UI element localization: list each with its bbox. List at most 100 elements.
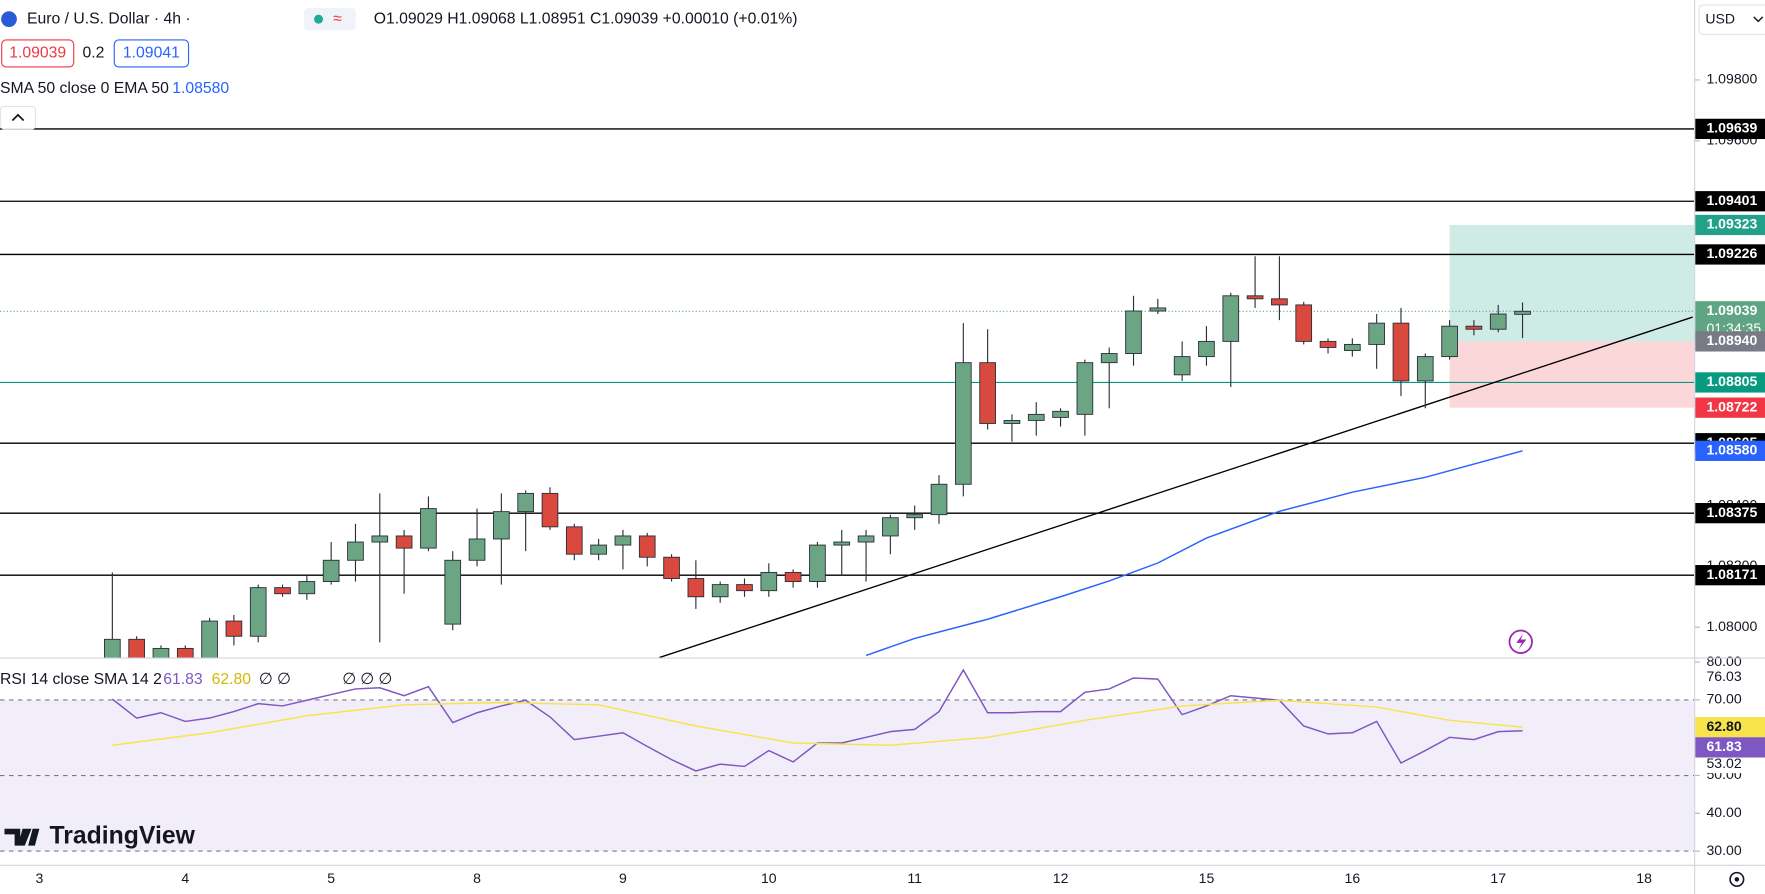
rsi-tag: 61.83 [1706,738,1741,754]
candle-body [687,578,705,598]
candle-body [176,647,194,658]
collapse-button[interactable] [0,105,37,130]
position-profit-zone [1449,224,1695,342]
candle-body [906,514,924,519]
time-tick-label: 5 [327,870,335,886]
candle-body [1489,313,1507,330]
candle-body [1027,413,1045,421]
currency[interactable]: USD [1705,10,1735,26]
candle-body [1149,307,1167,312]
time-tick-label: 16 [1345,870,1361,886]
rsi-sma-tag-bg [1695,716,1765,738]
rsi-tick-label: 30.00 [1706,842,1741,858]
candle-body [1222,295,1240,342]
candle-body [1271,298,1288,306]
candle-body [1076,362,1094,415]
ohlc-legend: O1.09029 H1.09068 L1.08951 C1.09039 +0.0… [374,10,798,27]
position-loss-zone [1449,341,1695,408]
candle-body [1246,295,1264,300]
rsi-extra-a: ∅ ∅ [259,671,291,688]
ema-legend-value: 1.08580 [172,80,229,97]
candle-body [1052,410,1069,418]
support-tag: 1.08805 [1706,373,1757,389]
level-tag-bg [1695,503,1765,524]
rsi-pane [0,668,1695,852]
rsi-legend-value: 61.83 [163,671,203,688]
currency-button[interactable] [1698,4,1765,35]
candle-body [1344,343,1361,351]
bid-price[interactable]: 1.09039 [9,45,66,62]
rsi-max-label: 76.03 [1706,668,1741,684]
candle-body [1173,356,1191,376]
price-tick-label: 1.09800 [1706,71,1757,87]
candle-body [760,571,778,592]
rsi-tick-label: 70.00 [1706,691,1741,707]
stop-tag: 1.08722 [1706,398,1757,414]
candle-body [420,508,437,549]
ema-tag: 1.08580 [1706,442,1757,458]
rsi-min-label: 53.02 [1706,755,1741,771]
candle-body [1416,356,1434,382]
candle-body [371,535,389,543]
candle-body [468,538,486,561]
candle-body [833,541,851,546]
candle-body [322,559,340,583]
candle-body [954,362,972,485]
candle-body [201,620,218,658]
candle-body [565,526,583,555]
candle-body [663,556,680,579]
time-tick-label: 17 [1490,870,1506,886]
candle-body [298,581,316,595]
rsi-max-bg [1695,668,1765,687]
current-tag: 1.09039 [1706,302,1757,318]
alert-bolt [1516,633,1527,650]
rsi-sma-line [112,699,1523,746]
brand-logo [4,828,40,846]
candle-body [1198,340,1215,358]
level-tag: 1.08375 [1706,504,1757,520]
target-tag: 1.09323 [1706,216,1757,232]
settings-icon[interactable] [1729,871,1745,887]
candle-body [809,544,826,583]
stop-tag-bg [1695,397,1765,418]
spread: 0.2 [82,45,104,62]
rsi-tick-label: 80.00 [1706,653,1741,669]
time-tick-label: 9 [619,870,627,886]
candle-body [395,535,413,549]
level-tag: 1.08171 [1706,566,1757,582]
brand: TradingView [50,823,196,850]
symbol-title[interactable]: Euro / U.S. Dollar · 4h · [27,10,191,27]
currency-chevron [1753,16,1764,23]
buy-box[interactable] [113,39,190,68]
level-tag-bg [1695,244,1765,265]
candle-body [541,492,559,528]
rsi-sma-tag: 62.80 [1706,718,1741,734]
sell-box[interactable] [1,39,75,68]
market-open-dot [314,14,324,24]
candle-body [493,511,510,540]
candle-body [1368,322,1385,345]
rsi-tick-label: 40.00 [1706,804,1741,820]
candle-body [784,571,802,583]
status-badge[interactable] [303,7,356,31]
candle-body [1100,353,1118,364]
ema-tag-bg [1695,440,1765,461]
indicator-label: SMA 50 close 0 EMA 50 [0,80,169,97]
candle-body [249,587,267,637]
ask-price[interactable]: 1.09041 [123,45,180,62]
support-tag-bg [1695,372,1765,393]
level-tag-bg [1695,565,1765,586]
rsi-extra-b: ∅ ∅ ∅ [342,671,392,688]
candle-body [590,544,607,555]
entry-tag-bg [1695,331,1765,352]
candle-body [152,647,170,658]
candle-body [614,535,632,546]
time-tick-label: 3 [35,870,43,886]
candle-body [128,638,145,658]
candle-body [1514,310,1531,315]
settings-icon-core [1734,877,1740,882]
level-tag: 1.09226 [1706,245,1757,261]
candle-body [444,559,462,625]
target-tag-bg [1695,214,1765,236]
